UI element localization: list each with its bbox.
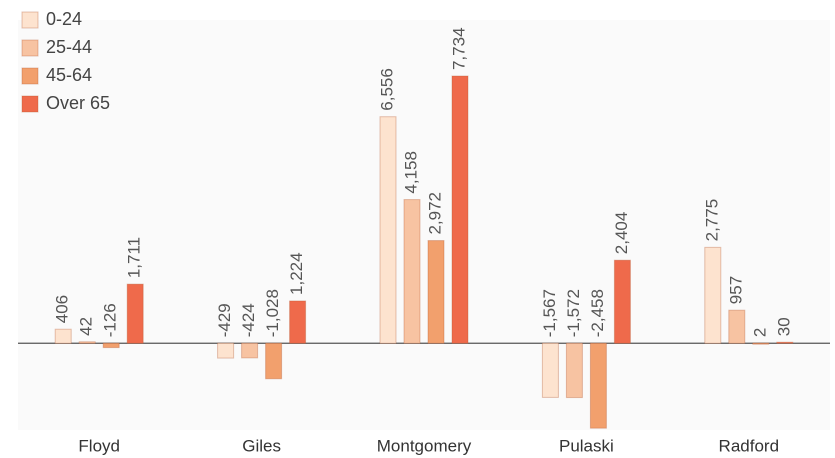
value-label: 2,404: [612, 212, 631, 255]
bar: [126, 283, 144, 344]
legend-label: 25-44: [46, 37, 92, 57]
value-label: 4,158: [401, 151, 420, 194]
value-label: 2,972: [425, 192, 444, 235]
bar: [427, 240, 445, 344]
legend-label: 45-64: [46, 65, 92, 85]
value-label: 1,224: [287, 252, 306, 295]
legend-swatch: [21, 67, 39, 85]
value-label: -424: [239, 303, 258, 337]
value-label: -126: [101, 303, 120, 337]
bar: [54, 328, 72, 344]
bar: [728, 309, 746, 344]
value-label: 2: [750, 328, 769, 337]
value-label: 30: [774, 317, 793, 336]
bar: [403, 199, 421, 344]
value-label: -1,572: [564, 289, 583, 337]
bar: [565, 342, 583, 399]
x-tick-label: Montgomery: [377, 436, 472, 455]
legend-swatch: [21, 11, 39, 29]
bar: [241, 342, 259, 359]
x-tick-label: Radford: [719, 436, 779, 455]
bar: [752, 342, 770, 345]
bar: [451, 75, 469, 344]
bar: [265, 342, 283, 380]
legend-label: 0-24: [46, 9, 82, 29]
x-tick-label: Pulaski: [559, 436, 614, 455]
value-label: 42: [77, 317, 96, 336]
bar: [102, 342, 120, 349]
bar: [589, 342, 607, 429]
value-label: 1,711: [125, 237, 144, 278]
x-tick-label: Floyd: [78, 436, 120, 455]
value-label: -1,567: [540, 289, 559, 337]
value-label: 406: [53, 295, 72, 323]
bar: [289, 300, 307, 344]
legend-label: Over 65: [46, 93, 110, 113]
value-label: 2,775: [702, 199, 721, 242]
plot-background: [18, 20, 830, 430]
bar: [776, 341, 794, 344]
legend-swatch: [21, 95, 39, 113]
bar: [217, 342, 235, 359]
bar: [541, 342, 559, 398]
value-label: -1,028: [263, 289, 282, 337]
x-tick-label: Giles: [242, 436, 281, 455]
value-label: 6,556: [377, 68, 396, 111]
legend-swatch: [21, 39, 39, 57]
bar: [78, 341, 96, 344]
value-label: 957: [726, 276, 745, 304]
value-label: -429: [215, 303, 234, 337]
bar: [613, 259, 631, 344]
bar: [379, 116, 397, 344]
value-label: -2,458: [588, 289, 607, 337]
value-label: 7,734: [449, 27, 468, 70]
bar: [704, 246, 722, 344]
